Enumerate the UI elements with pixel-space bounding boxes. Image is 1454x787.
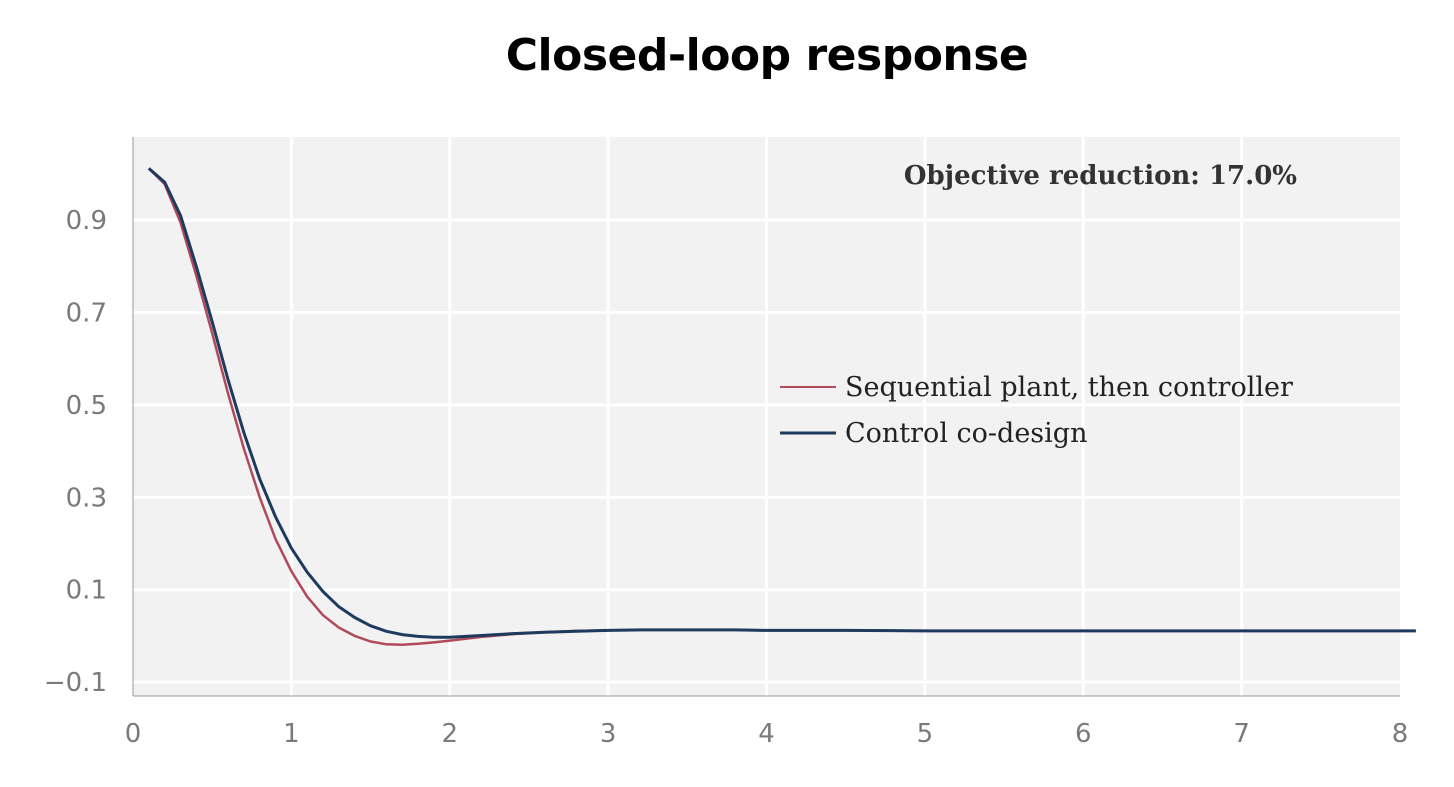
annotation-objective-reduction: Objective reduction: 17.0% bbox=[904, 161, 1297, 191]
axes bbox=[132, 137, 1400, 697]
x-tick-labels: 0 1 2 3 4 5 6 7 8 bbox=[125, 719, 1409, 749]
x-tick-label-5: 5 bbox=[917, 719, 934, 749]
y-tick-label-1: 0.1 bbox=[66, 576, 107, 606]
y-tick-label-5: 0.9 bbox=[66, 206, 107, 236]
x-tick-label-6: 6 bbox=[1075, 719, 1092, 749]
x-tick-label-4: 4 bbox=[758, 719, 775, 749]
x-tick-label-0: 0 bbox=[125, 719, 142, 749]
y-tick-label-3: 0.5 bbox=[66, 391, 107, 421]
grid-lines bbox=[133, 137, 1400, 696]
y-tick-label-0: −0.1 bbox=[44, 668, 107, 698]
y-tick-label-4: 0.7 bbox=[66, 299, 107, 329]
x-tick-label-1: 1 bbox=[283, 719, 300, 749]
series-line-1 bbox=[147, 167, 1416, 639]
chart-title: Closed-loop response bbox=[505, 30, 1029, 81]
x-tick-label-2: 2 bbox=[441, 719, 458, 749]
x-tick-label-3: 3 bbox=[600, 719, 617, 749]
legend-label-1: Control co-design bbox=[845, 418, 1087, 449]
series-layer bbox=[147, 167, 1416, 646]
x-tick-label-7: 7 bbox=[1233, 719, 1250, 749]
y-tick-label-2: 0.3 bbox=[66, 483, 107, 513]
legend-label-0: Sequential plant, then controller bbox=[845, 372, 1293, 403]
legend: Sequential plant, then controller Control… bbox=[780, 372, 1293, 449]
y-tick-labels: −0.1 0.1 0.3 0.5 0.7 0.9 bbox=[44, 206, 107, 698]
x-tick-label-8: 8 bbox=[1392, 719, 1409, 749]
